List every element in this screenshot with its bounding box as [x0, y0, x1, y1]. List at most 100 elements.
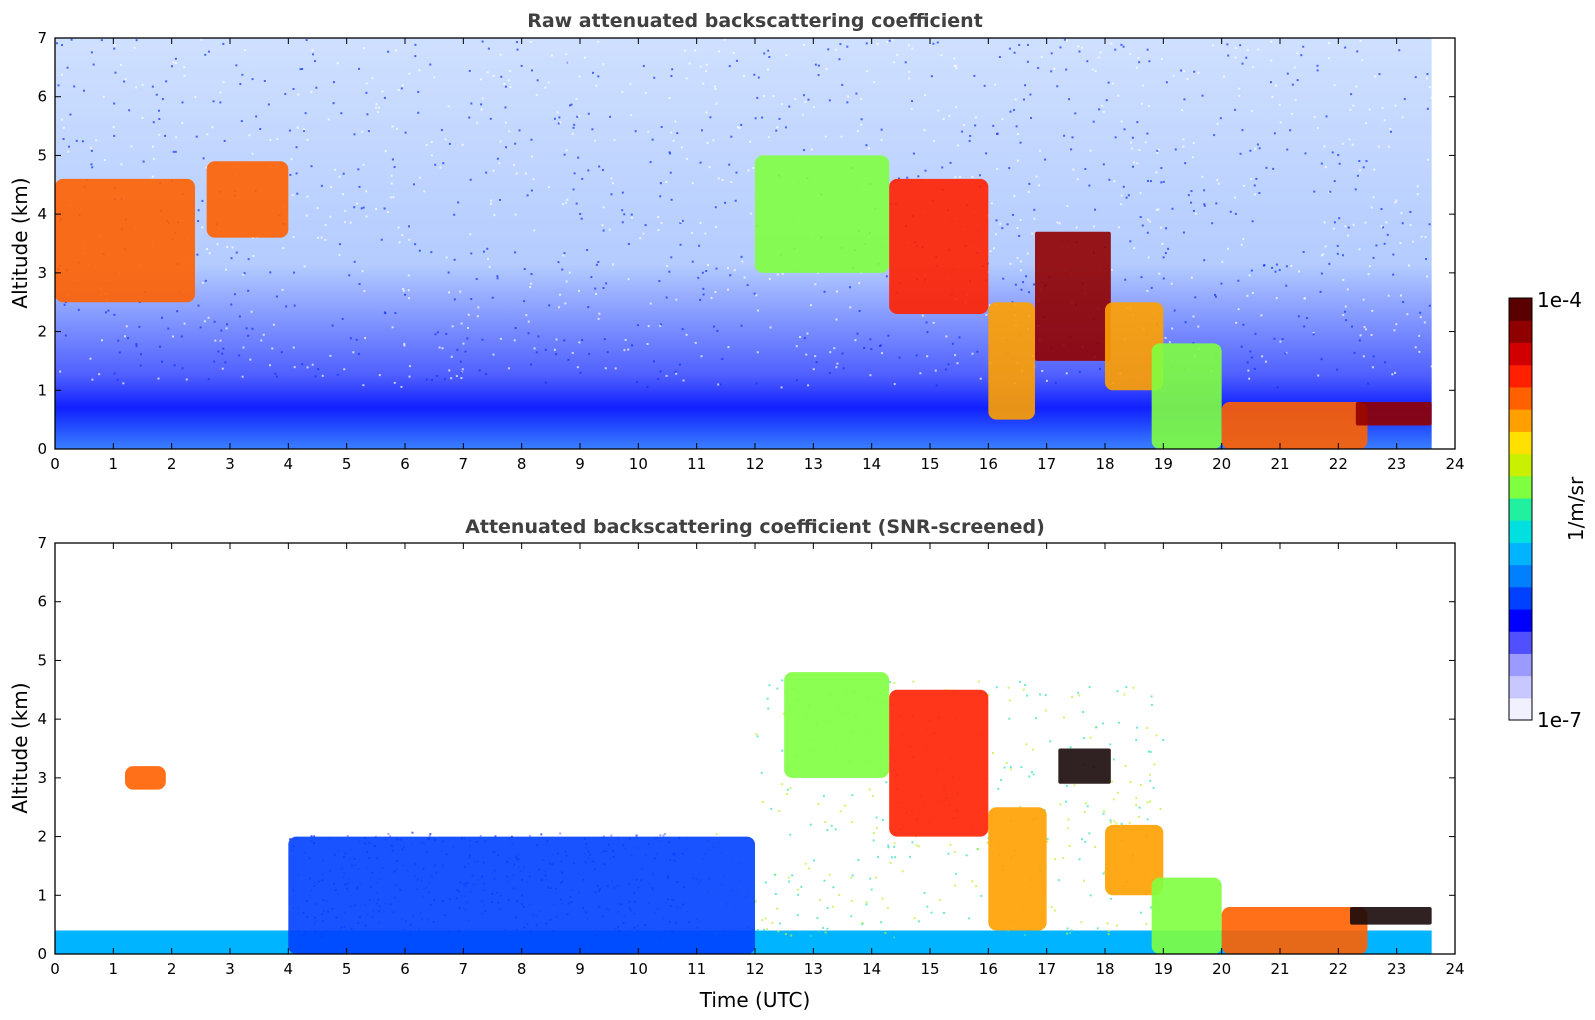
colorbar-swatch — [1509, 364, 1532, 388]
bottom-x-tick-label: 19 — [1154, 960, 1173, 978]
bottom-x-tick-label: 10 — [629, 960, 648, 978]
colorbar-unit-label: 1/m/sr — [1564, 476, 1588, 541]
bottom-feature-8 — [1151, 877, 1222, 954]
bottom-panel: Attenuated backscattering coefficient (S… — [8, 516, 1465, 1012]
top-feature-1 — [206, 161, 289, 238]
top-heatmap — [55, 38, 1433, 449]
top-noise-background — [55, 38, 1432, 449]
top-x-tick-label: 22 — [1329, 455, 1348, 473]
colorbar-frame — [1508, 297, 1533, 721]
top-x-axis: 0 1 2 3 4 5 6 7 8 9 10 11 12 13 14 15 16 17 18 19 20 21 22 23 24 — [50, 38, 1465, 473]
colorbar-swatch — [1509, 608, 1532, 632]
top-x-tick-label: 6 — [400, 455, 410, 473]
top-feature-3 — [889, 178, 989, 314]
colorbar-swatch — [1509, 453, 1532, 477]
top-x-tick-label: 19 — [1154, 455, 1173, 473]
bottom-x-tick-label: 1 — [109, 960, 119, 978]
bottom-x-tick-label: 8 — [517, 960, 527, 978]
bottom-x-tick-label: 20 — [1212, 960, 1231, 978]
top-feature-2 — [755, 155, 890, 273]
colorbar-swatch — [1509, 386, 1532, 410]
bottom-feature-6 — [1058, 748, 1111, 784]
bottom-y-tick-label: 7 — [37, 534, 47, 552]
top-x-tick-label: 13 — [804, 455, 823, 473]
top-x-tick-label: 23 — [1387, 455, 1406, 473]
top-x-tick-label: 20 — [1212, 455, 1231, 473]
top-y-tick-label: 2 — [37, 323, 47, 341]
colorbar-min-label: 1e-7 — [1537, 708, 1582, 732]
top-x-tick-label: 12 — [745, 455, 764, 473]
top-panel: Raw attenuated backscattering coefficien… — [8, 10, 1465, 473]
top-x-tick-label: 9 — [575, 455, 585, 473]
top-x-tick-label: 0 — [50, 455, 60, 473]
bottom-x-axis-label: Time (UTC) — [699, 988, 811, 1012]
top-x-tick-label: 24 — [1445, 455, 1464, 473]
colorbar-swatch — [1509, 475, 1532, 499]
bottom-x-tick-label: 0 — [50, 960, 60, 978]
top-x-tick-label: 11 — [687, 455, 706, 473]
top-x-tick-label: 2 — [167, 455, 177, 473]
top-x-tick-label: 18 — [1095, 455, 1114, 473]
bottom-x-tick-label: 13 — [804, 960, 823, 978]
top-feature-9 — [1355, 402, 1432, 426]
bottom-heatmap — [55, 672, 1432, 954]
bottom-feature-9 — [1221, 907, 1368, 954]
bottom-feature-3 — [784, 672, 890, 778]
colorbar: 1e-4 1e-7 1/m/sr — [1508, 288, 1588, 732]
top-x-tick-label: 14 — [862, 455, 881, 473]
top-y-tick-label: 0 — [37, 440, 47, 458]
bottom-y-tick-label: 2 — [37, 828, 47, 846]
colorbar-swatch — [1509, 631, 1532, 654]
bottom-x-tick-label: 7 — [459, 960, 469, 978]
bottom-y-tick-label: 0 — [37, 945, 47, 963]
colorbar-swatch — [1509, 520, 1532, 543]
bottom-y-tick-label: 4 — [37, 710, 47, 728]
bottom-y-tick-label: 6 — [37, 593, 47, 611]
colorbar-swatch — [1509, 409, 1532, 432]
bottom-x-axis: 0 1 2 3 4 5 6 7 8 9 10 11 12 13 14 15 16 17 18 19 20 21 22 23 24 — [50, 543, 1465, 978]
bottom-x-tick-label: 21 — [1270, 960, 1289, 978]
colorbar-swatch — [1509, 298, 1532, 321]
colorbar-swatch — [1509, 653, 1532, 677]
bottom-feature-1 — [288, 836, 755, 954]
colorbar-swatch — [1509, 497, 1532, 521]
bottom-x-tick-label: 15 — [920, 960, 939, 978]
top-feature-8 — [1221, 402, 1368, 449]
bottom-x-tick-label: 5 — [342, 960, 352, 978]
bottom-x-tick-label: 16 — [979, 960, 998, 978]
bottom-feature-7 — [1105, 824, 1164, 896]
top-y-axis: 0 1 2 3 4 5 6 7 — [37, 29, 1455, 458]
top-x-tick-label: 5 — [342, 455, 352, 473]
bottom-x-tick-label: 4 — [284, 960, 294, 978]
bottom-x-tick-label: 9 — [575, 960, 585, 978]
top-y-axis-label: Altitude (km) — [8, 177, 32, 308]
top-feature-7 — [1151, 343, 1222, 449]
bottom-y-axis: 0 1 2 3 4 5 6 7 — [37, 534, 1455, 963]
top-x-tick-label: 17 — [1037, 455, 1056, 473]
top-panel-title: Raw attenuated backscattering coefficien… — [527, 10, 983, 32]
top-y-tick-label: 1 — [37, 381, 47, 399]
top-x-tick-label: 10 — [629, 455, 648, 473]
colorbar-swatch — [1509, 320, 1532, 344]
top-y-tick-label: 4 — [37, 205, 47, 223]
colorbar-gradient — [1509, 298, 1532, 721]
top-x-tick-label: 1 — [109, 455, 119, 473]
top-x-tick-label: 3 — [225, 455, 235, 473]
bottom-y-tick-label: 1 — [37, 886, 47, 904]
colorbar-swatch — [1509, 586, 1532, 610]
bottom-panel-title: Attenuated backscattering coefficient (S… — [465, 516, 1045, 538]
top-feature-4 — [988, 302, 1035, 420]
bottom-x-tick-label: 23 — [1387, 960, 1406, 978]
top-y-tick-label: 5 — [37, 146, 47, 164]
bottom-x-tick-label: 24 — [1445, 960, 1464, 978]
bottom-feature-5 — [988, 807, 1047, 931]
top-x-tick-label: 7 — [459, 455, 469, 473]
top-x-tick-label: 8 — [517, 455, 527, 473]
bottom-feature-2 — [125, 766, 166, 790]
colorbar-swatch — [1509, 697, 1532, 721]
bottom-x-tick-label: 6 — [400, 960, 410, 978]
top-x-tick-label: 15 — [920, 455, 939, 473]
top-x-tick-label: 4 — [284, 455, 294, 473]
colorbar-swatch — [1509, 342, 1532, 366]
